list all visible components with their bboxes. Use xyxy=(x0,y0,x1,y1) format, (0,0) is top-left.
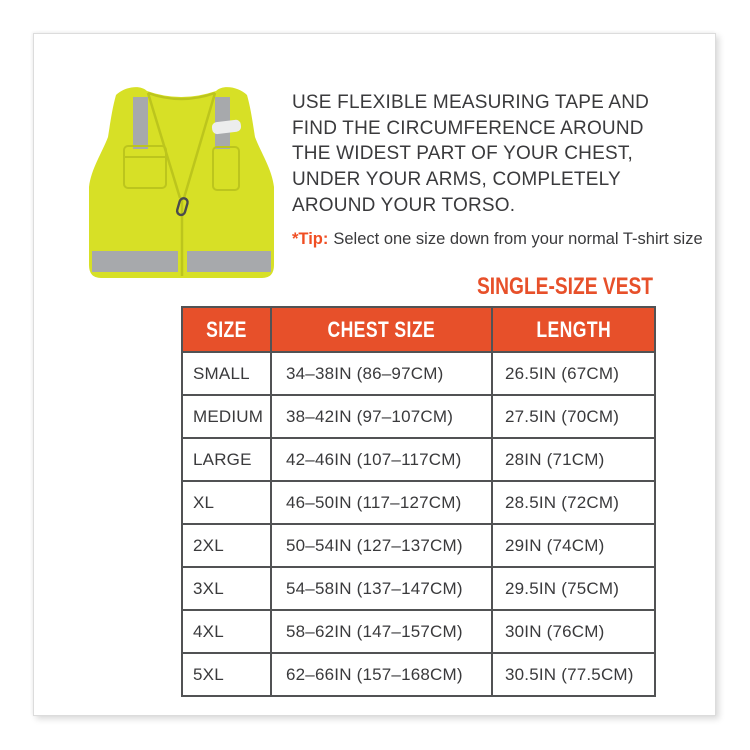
right-chest-pocket xyxy=(212,146,240,191)
cell-chest: 34–38IN (86–97CM) xyxy=(270,351,493,396)
table-row: XL 46–50IN (117–127CM) 28.5IN (72CM) xyxy=(181,480,656,525)
table-row: MEDIUM 38–42IN (97–107CM) 27.5IN (70CM) xyxy=(181,394,656,439)
zipper-left-edge xyxy=(146,92,182,199)
mic-tab xyxy=(211,119,242,135)
cell-length: 28.5IN (72CM) xyxy=(491,480,656,525)
cell-length: 26.5IN (67CM) xyxy=(491,351,656,396)
tip-text: Select one size down from your normal T-… xyxy=(333,230,703,248)
cell-length: 30.5IN (77.5CM) xyxy=(491,652,656,697)
header-length: LENGTH xyxy=(491,306,656,353)
table-row: 5XL 62–66IN (157–168CM) 30.5IN (77.5CM) xyxy=(181,652,656,697)
header-chest-size-label: CHEST SIZE xyxy=(327,316,436,342)
cell-length: 29.5IN (75CM) xyxy=(491,566,656,611)
cell-size: XL xyxy=(181,480,272,525)
zipper-right-edge xyxy=(182,92,217,199)
sizing-tip: *Tip: Select one size down from your norm… xyxy=(292,230,750,249)
header-size: SIZE xyxy=(181,306,272,353)
cell-length: 28IN (71CM) xyxy=(491,437,656,482)
instruction-line: AROUND YOUR TORSO. xyxy=(292,194,516,216)
tip-label: *Tip: xyxy=(292,230,329,248)
cell-size: 4XL xyxy=(181,609,272,654)
header-size-label: SIZE xyxy=(206,316,247,342)
measuring-instructions: USE FLEXIBLE MEASURING TAPE AND FIND THE… xyxy=(292,90,750,219)
cell-chest: 46–50IN (117–127CM) xyxy=(270,480,493,525)
sizing-info-card: USE FLEXIBLE MEASURING TAPE AND FIND THE… xyxy=(33,33,716,716)
cell-length: 27.5IN (70CM) xyxy=(491,394,656,439)
left-shoulder-stripe xyxy=(133,97,148,149)
instruction-line: UNDER YOUR ARMS, COMPLETELY xyxy=(292,169,621,191)
header-length-label: LENGTH xyxy=(536,316,611,342)
cell-chest: 54–58IN (137–147CM) xyxy=(270,566,493,611)
vest-collar-seam xyxy=(147,91,216,101)
instruction-line: USE FLEXIBLE MEASURING TAPE AND xyxy=(292,92,650,113)
cell-size: 5XL xyxy=(181,652,272,697)
cell-size: MEDIUM xyxy=(181,394,272,439)
cell-size: 2XL xyxy=(181,523,272,568)
zipper-pull xyxy=(175,197,189,217)
table-row: LARGE 42–46IN (107–117CM) 28IN (71CM) xyxy=(181,437,656,482)
table-row: 2XL 50–54IN (127–137CM) 29IN (74CM) xyxy=(181,523,656,568)
instruction-line: THE WIDEST PART OF YOUR CHEST, xyxy=(292,143,634,165)
cell-length: 29IN (74CM) xyxy=(491,523,656,568)
header-chest-size: CHEST SIZE xyxy=(270,306,493,353)
cell-chest: 38–42IN (97–107CM) xyxy=(270,394,493,439)
cell-size: SMALL xyxy=(181,351,272,396)
table-title-text: SINGLE-SIZE VEST xyxy=(476,273,653,300)
bottom-stripe-left xyxy=(92,251,178,272)
cell-chest: 62–66IN (157–168CM) xyxy=(270,652,493,697)
instruction-line: FIND THE CIRCUMFERENCE AROUND xyxy=(292,117,644,139)
cell-chest: 42–46IN (107–117CM) xyxy=(270,437,493,482)
cell-size: 3XL xyxy=(181,566,272,611)
hi-vis-safety-vest-icon xyxy=(89,87,274,278)
table-row: SMALL 34–38IN (86–97CM) 26.5IN (67CM) xyxy=(181,351,656,396)
bottom-stripe-right xyxy=(187,251,271,272)
table-row: 4XL 58–62IN (147–157CM) 30IN (76CM) xyxy=(181,609,656,654)
table-title: SINGLE-SIZE VEST xyxy=(182,273,653,301)
cell-length: 30IN (76CM) xyxy=(491,609,656,654)
left-chest-pocket xyxy=(123,145,167,189)
cell-chest: 58–62IN (147–157CM) xyxy=(270,609,493,654)
cell-size: LARGE xyxy=(181,437,272,482)
header-row: SIZE CHEST SIZE LENGTH xyxy=(181,306,656,353)
table-row: 3XL 54–58IN (137–147CM) 29.5IN (75CM) xyxy=(181,566,656,611)
size-chart-table: SIZE CHEST SIZE LENGTH SMALL 34–38IN (86… xyxy=(181,306,656,697)
cell-chest: 50–54IN (127–137CM) xyxy=(270,523,493,568)
